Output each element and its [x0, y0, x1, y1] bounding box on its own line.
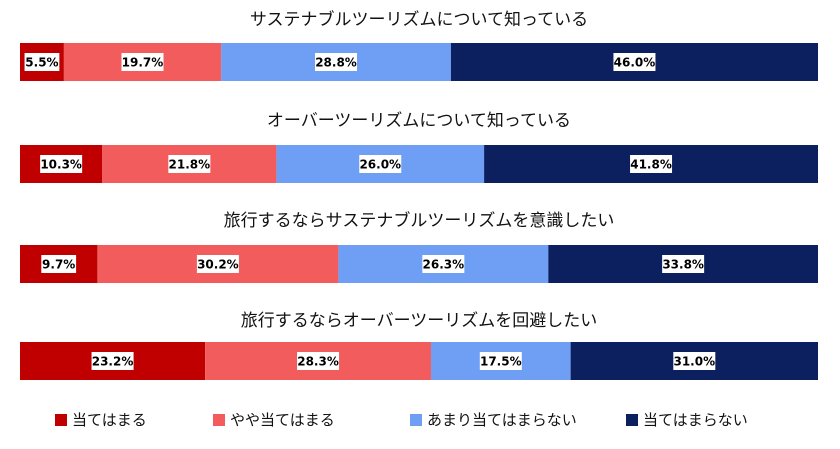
legend-swatch-2 — [213, 414, 225, 426]
data-label-row1-1: 5.5% — [25, 56, 58, 70]
data-label-box-row3-3 — [422, 255, 465, 273]
data-label-box-row4-4 — [673, 352, 716, 370]
data-label-box-row1-2 — [121, 53, 164, 71]
bar-row-2: オーバーツーリズムについて知っている 10.3% 21.8% 26.0% 41.8% — [20, 111, 818, 183]
legend-swatch-1 — [55, 414, 67, 426]
legend: 当てはまる やや当てはまる あまり当てはまらない 当てはまらない — [55, 411, 748, 429]
bar-row-3: 旅行するならサステナブルツーリズムを意識したい 9.7% 30.2% 26.3% 33.… — [20, 210, 818, 283]
row-title-2: オーバーツーリズムについて知っている — [267, 111, 571, 131]
data-label-row1-3: 28.8% — [315, 56, 357, 70]
legend-label-3: あまり当てはまらない — [427, 411, 577, 429]
data-label-box-row3-1 — [41, 255, 77, 273]
data-label-row3-4: 33.8% — [662, 258, 704, 272]
legend-label-2: やや当てはまる — [230, 411, 335, 429]
row-title-4: 旅行するならオーバーツーリズムを回避したい — [241, 311, 598, 331]
legend-item-1: 当てはまる — [55, 411, 147, 429]
legend-swatch-4 — [626, 414, 638, 426]
data-label-box-row2-1 — [40, 155, 83, 173]
data-label-row3-1: 9.7% — [42, 258, 75, 272]
data-label-row4-1: 23.2% — [92, 355, 134, 369]
data-label-row3-3: 26.3% — [423, 258, 465, 272]
data-label-box-row2-2 — [168, 155, 211, 173]
legend-label-1: 当てはまる — [72, 411, 147, 429]
data-label-row4-3: 17.5% — [480, 355, 522, 369]
legend-label-4: 当てはまらない — [643, 411, 748, 429]
legend-item-2: やや当てはまる — [213, 411, 335, 429]
data-label-box-row1-4 — [613, 53, 656, 71]
row-title-3: 旅行するならサステナブルツーリズムを意識したい — [224, 210, 615, 231]
legend-item-3: あまり当てはまらない — [410, 411, 577, 429]
data-label-box-row3-2 — [196, 255, 239, 273]
legend-item-4: 当てはまらない — [626, 411, 748, 429]
legend-swatch-3 — [410, 414, 422, 426]
data-label-row2-1: 10.3% — [40, 158, 82, 172]
data-label-box-row2-4 — [630, 155, 673, 173]
bar-row-1: サステナブルツーリズムについて知っている 5.5% 19.7% 28.8% 46.0% — [20, 9, 818, 81]
data-label-row2-2: 21.8% — [169, 158, 211, 172]
data-label-row2-4: 41.8% — [630, 158, 672, 172]
data-label-row4-2: 28.3% — [297, 355, 339, 369]
bar-row-4: 旅行するならオーバーツーリズムを回避したい 23.2% 28.3% 17.5% 31.0… — [20, 311, 818, 380]
data-label-row3-2: 30.2% — [197, 258, 239, 272]
data-label-box-row4-2 — [297, 352, 340, 370]
data-label-box-row3-4 — [662, 255, 705, 273]
data-label-box-row4-1 — [91, 352, 134, 370]
data-label-row2-3: 26.0% — [359, 158, 401, 172]
data-label-box-row1-3 — [315, 53, 358, 71]
data-label-box-row2-3 — [359, 155, 402, 173]
data-label-row1-4: 46.0% — [614, 56, 656, 70]
data-label-row1-2: 19.7% — [122, 56, 164, 70]
data-label-box-row4-3 — [479, 352, 522, 370]
data-label-row4-4: 31.0% — [673, 355, 715, 369]
data-label-box-row1-1 — [24, 53, 60, 71]
row-title-1: サステナブルツーリズムについて知っている — [250, 9, 588, 30]
